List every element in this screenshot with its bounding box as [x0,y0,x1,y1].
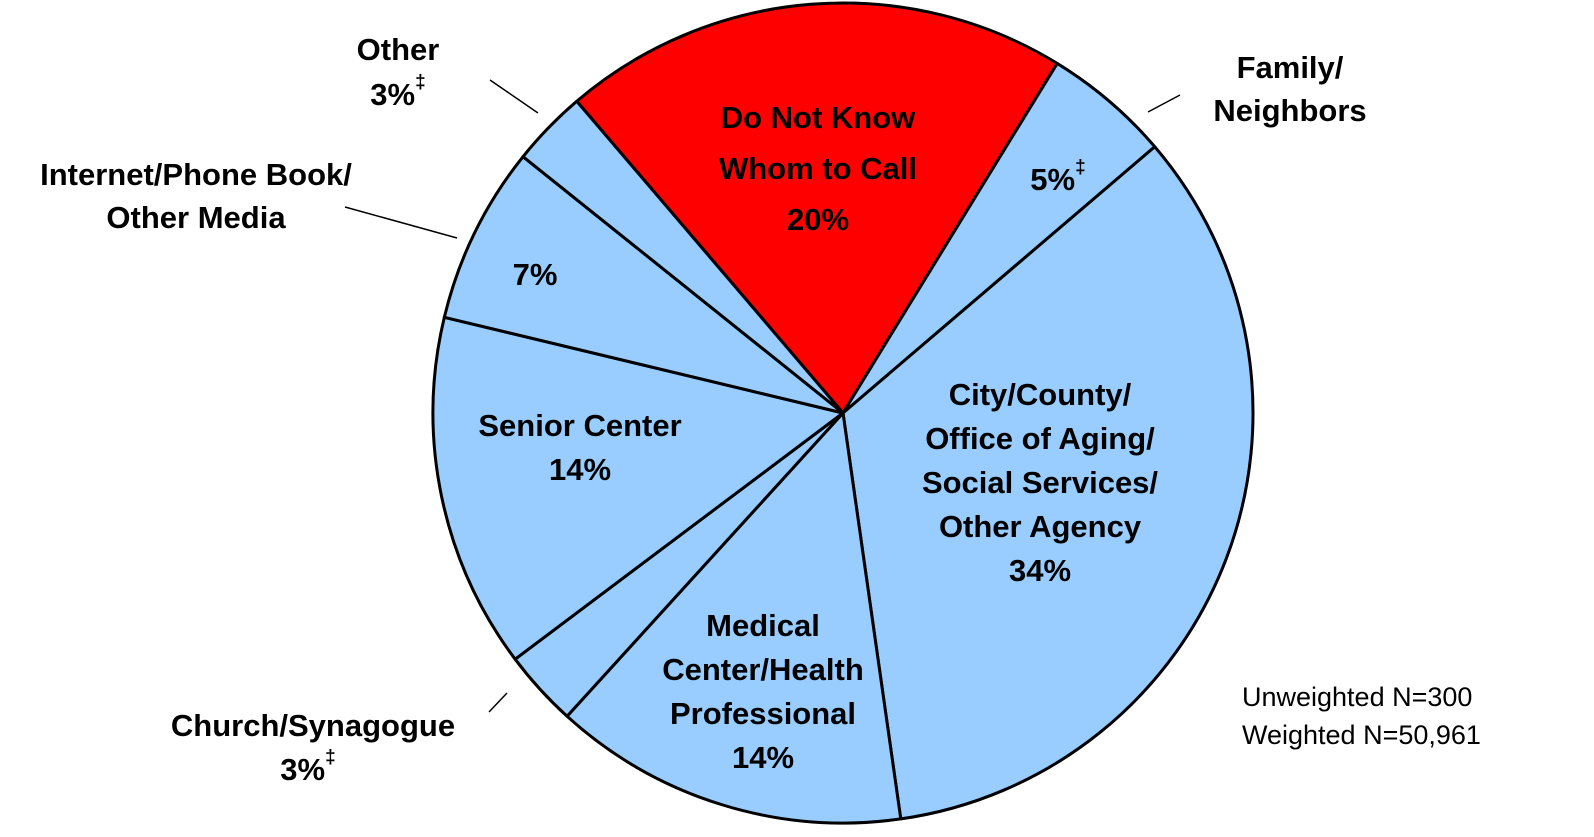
leader-line [1147,94,1181,113]
pie-slice [431,315,845,661]
slice-label: Senior Center [478,408,681,443]
footnote-marker: ‡ [325,747,336,768]
pie-slice [575,1,1059,415]
footnote-marker: ‡ [1075,157,1086,178]
slice-label: Office of Aging/ [925,421,1155,456]
pie-slice [841,145,1255,821]
slice-label: Whom to Call [719,151,917,186]
value-label: 14% [732,740,794,775]
value-label: 20% [787,202,849,237]
value-label-text: 3% [370,77,415,112]
slice-label: Other Media [106,200,286,235]
value-label-text: 14% [549,452,611,487]
value-label: 5%‡ [1030,157,1085,197]
slice-label: Other Agency [939,509,1142,544]
leader-line [344,206,458,239]
value-label-text: 34% [1009,553,1071,588]
slice-label: Medical [706,608,820,643]
value-label: 3%‡ [280,747,335,787]
note: Weighted N=50,961 [1242,720,1481,750]
slice-label: Social Services/ [922,465,1158,500]
slice-label: Other [357,32,440,67]
leader-line [489,79,539,114]
slice-label: Internet/Phone Book/ [40,157,352,192]
value-label: 34% [1009,553,1071,588]
footnote-marker: ‡ [415,72,426,93]
value-label-text: 3% [280,752,325,787]
slice-label: Professional [670,696,856,731]
slice-label: Neighbors [1213,93,1366,128]
value-label: 14% [549,452,611,487]
slice-label: City/County/ [949,377,1132,412]
slice-label: Church/Synagogue [171,708,455,743]
value-label-text: 20% [787,202,849,237]
pie-slice [521,99,845,415]
leader-line [488,692,508,713]
value-label-text: 14% [732,740,794,775]
slice-label: Family/ [1237,50,1344,85]
value-label-text: 7% [513,257,558,292]
value-label: 3%‡ [370,72,425,112]
value-label-text: 5% [1030,162,1075,197]
pie-slice [442,155,845,415]
slice-label: Do Not Know [721,100,916,135]
slice-label: Center/Health [662,652,864,687]
note: Unweighted N=300 [1242,682,1472,712]
pie-slice [565,411,903,825]
value-label: 7% [513,257,558,292]
